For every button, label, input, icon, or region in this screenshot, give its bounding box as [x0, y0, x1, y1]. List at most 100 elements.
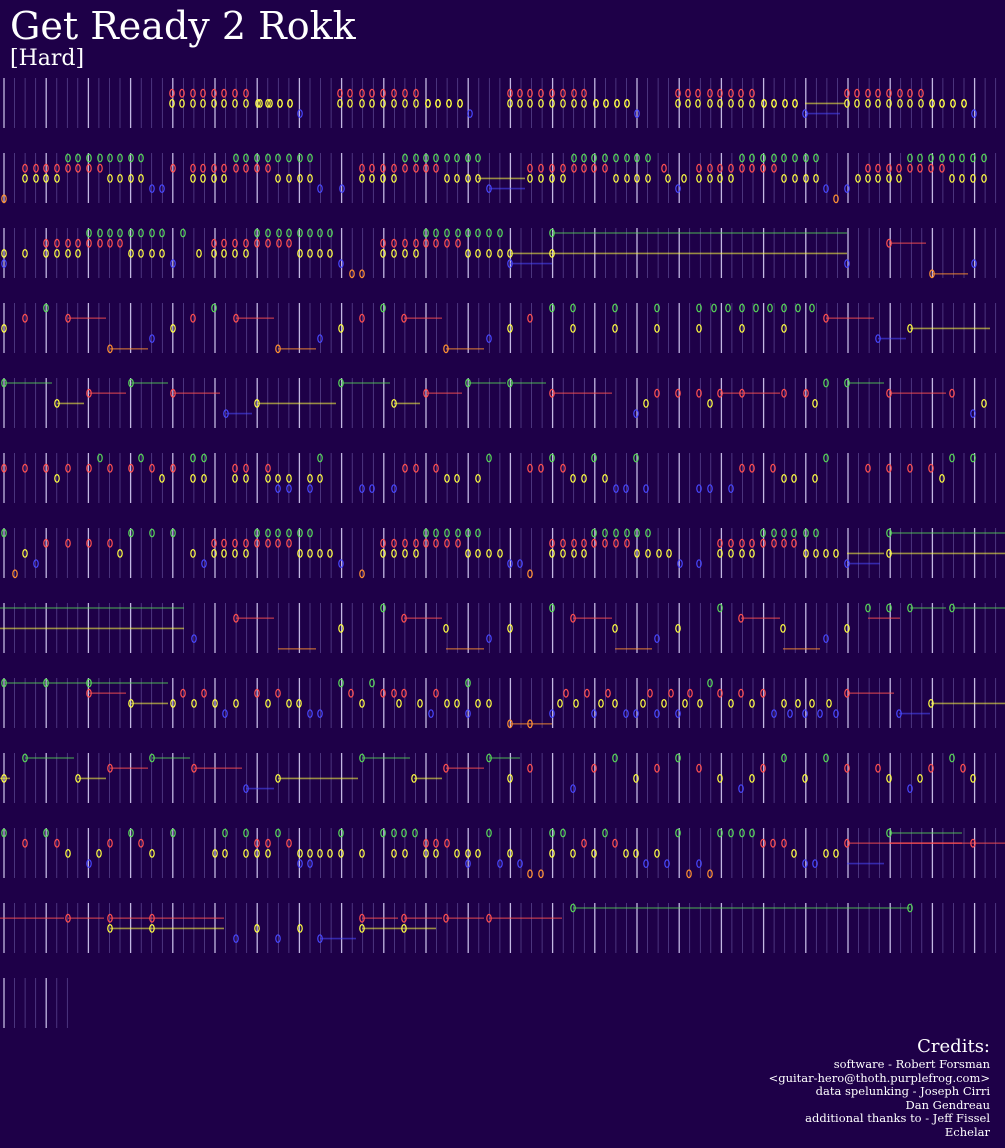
note-gem: [170, 699, 176, 708]
note-gem: [645, 528, 651, 538]
note-gem: [886, 463, 892, 473]
note-gem: [809, 303, 815, 313]
note-gem: [317, 849, 323, 858]
note-gem: [865, 98, 871, 108]
note-gem: [771, 709, 777, 718]
note-gem: [401, 313, 407, 323]
credit-line: Echelar: [944, 1124, 990, 1139]
note-gem: [675, 709, 681, 718]
note-gem: [265, 474, 271, 483]
note-gem: [865, 173, 871, 183]
note-gem: [591, 453, 597, 463]
note-gem: [391, 248, 397, 258]
note-gem: [391, 399, 397, 408]
note-gem: [787, 709, 793, 718]
note-gem: [1, 248, 7, 258]
note-gem: [149, 248, 155, 258]
note-gem: [803, 153, 809, 163]
note-gem: [454, 153, 460, 163]
note-gem: [338, 259, 344, 269]
note-gem: [970, 153, 976, 163]
note-gem: [369, 484, 375, 494]
note-gem: [297, 173, 303, 183]
note-gem: [338, 378, 344, 388]
note-gem: [65, 153, 71, 163]
note-gem: [107, 153, 113, 163]
note-gem: [1, 678, 7, 688]
note-gem: [149, 528, 155, 538]
note-gem: [286, 528, 292, 538]
note-gem: [86, 859, 92, 868]
note-gem: [591, 709, 597, 718]
note-gem: [645, 173, 651, 183]
note-gem: [907, 324, 913, 333]
note-gem: [675, 828, 681, 838]
note-gem: [581, 474, 587, 483]
credit-line: <guitar-hero@thoth.purplefrog.com>: [768, 1070, 990, 1085]
note-gem: [317, 228, 323, 238]
note-gem: [65, 913, 71, 923]
note-gem: [795, 303, 801, 313]
note-gem: [265, 849, 271, 858]
note-gem: [527, 173, 533, 183]
note-gem: [423, 528, 429, 538]
note-gem: [707, 173, 713, 183]
note-gem: [571, 153, 577, 163]
note-gem: [465, 248, 471, 258]
note-gem: [65, 163, 71, 173]
note-gem: [570, 474, 576, 483]
note-gem: [411, 774, 417, 783]
note-gem: [781, 153, 787, 163]
note-gem: [949, 388, 955, 398]
note-gem: [380, 549, 386, 558]
note-gem: [928, 763, 934, 773]
note-gem: [665, 173, 671, 183]
note-gem: [717, 173, 723, 183]
note-gem: [591, 153, 597, 163]
note-gem: [844, 763, 850, 773]
note-gem: [823, 753, 829, 763]
note-gem: [338, 678, 344, 688]
note-gem: [128, 528, 134, 538]
note-gem: [190, 474, 196, 483]
note-gem: [1, 828, 7, 838]
note-gem: [517, 859, 523, 868]
note-gem: [221, 238, 227, 248]
note-gem: [201, 688, 207, 698]
note-gem: [43, 463, 49, 473]
note-gem: [107, 238, 113, 248]
note-gem: [728, 173, 734, 183]
note-gem: [401, 613, 407, 623]
note-gem: [486, 913, 492, 923]
note-gem: [243, 238, 249, 248]
note-gem: [138, 153, 144, 163]
note-gem: [771, 153, 777, 163]
note-gem: [939, 163, 945, 173]
note-gem: [643, 399, 649, 408]
note-gem: [170, 324, 176, 333]
note-gem: [812, 859, 818, 868]
note-gem: [267, 98, 273, 108]
note-gem: [602, 528, 608, 538]
note-gem: [307, 549, 313, 558]
note-gem: [243, 849, 249, 858]
note-gem: [170, 163, 176, 173]
note-gem: [402, 463, 408, 473]
note-gem: [781, 303, 787, 313]
note-gem: [897, 98, 903, 108]
note-gem: [297, 528, 303, 538]
note-gem: [201, 474, 207, 483]
note-gem: [1, 259, 7, 269]
note-gem: [22, 173, 28, 183]
note-gem: [232, 238, 238, 248]
note-gem: [612, 324, 618, 333]
note-gem: [875, 173, 881, 183]
note-gem: [612, 838, 618, 848]
note-gem: [211, 549, 217, 558]
note-gem: [467, 109, 473, 118]
note-gem: [865, 88, 871, 98]
note-gem: [1, 324, 7, 333]
note-gem: [265, 153, 271, 163]
note-gem: [22, 838, 28, 848]
note-gem: [317, 184, 323, 194]
